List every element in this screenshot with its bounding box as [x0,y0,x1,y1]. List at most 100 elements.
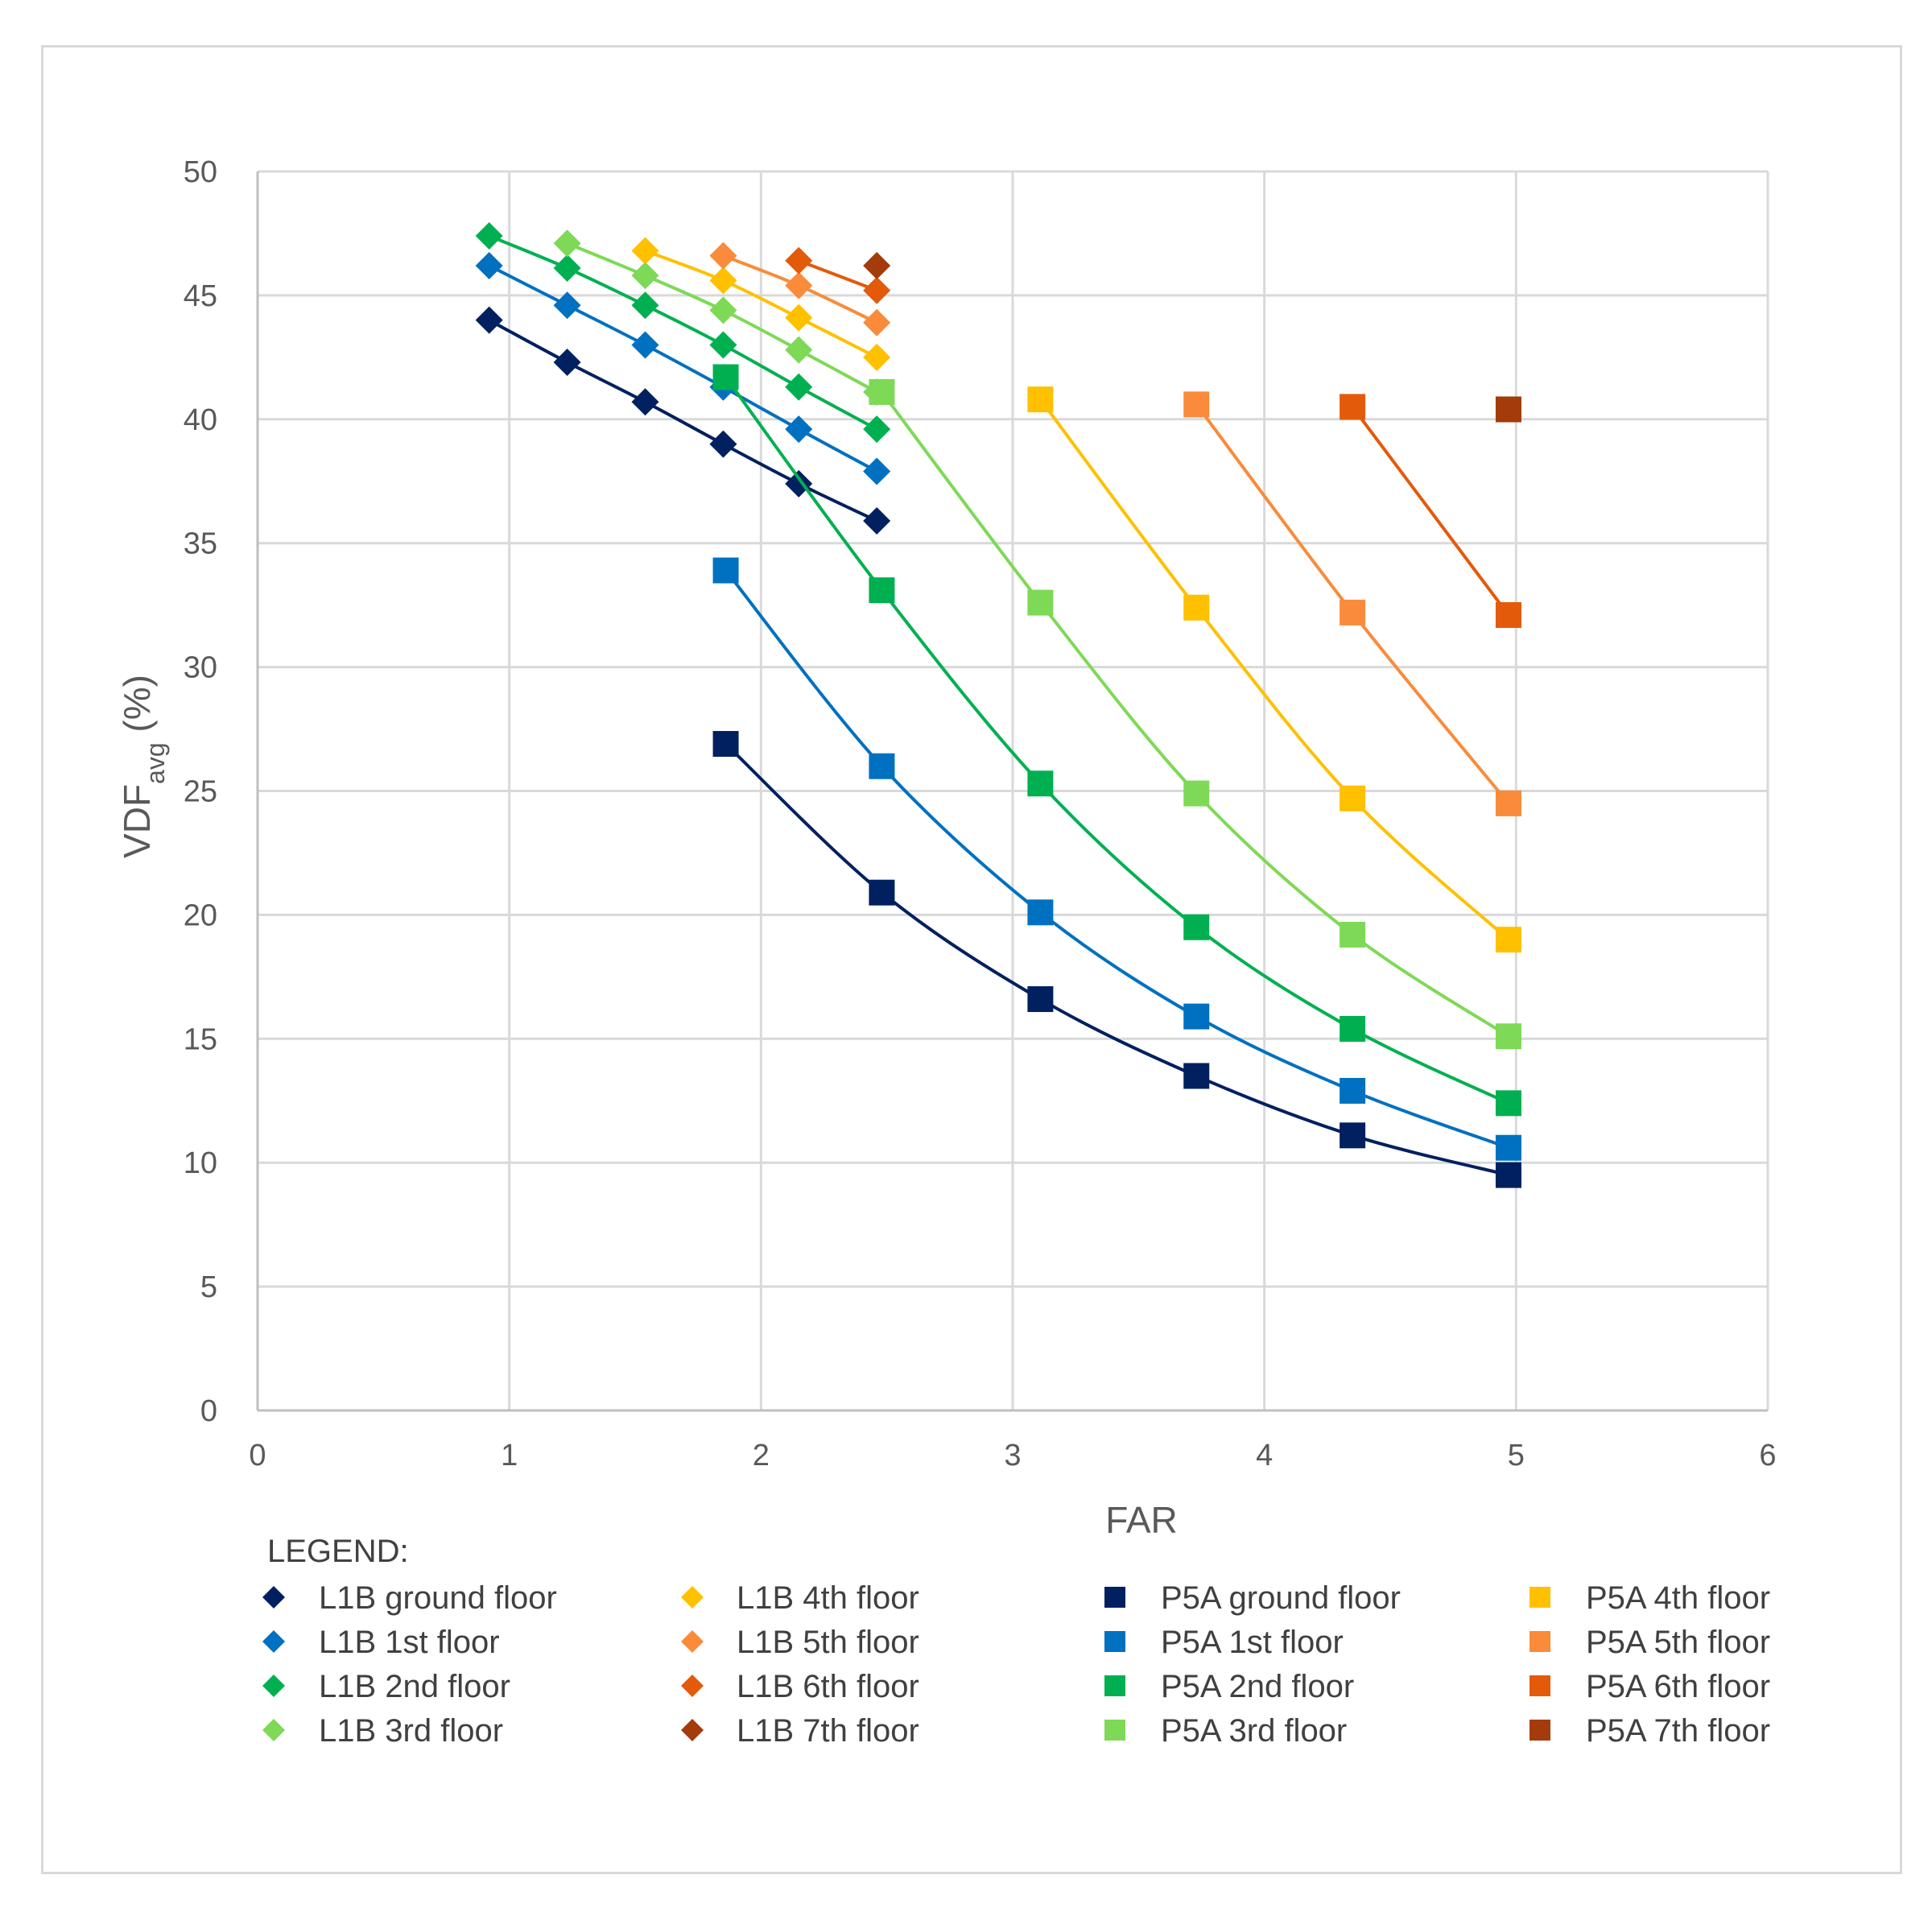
x-tick-label: 0 [249,1439,266,1472]
y-axis-title: VDFavg (%) [116,675,170,858]
data-point [1340,394,1366,420]
x-tick-label: 5 [1508,1439,1525,1472]
data-point [1027,899,1054,926]
data-point [1340,1122,1366,1149]
data-point [1340,922,1366,948]
legend-label: P5A 7th floor [1586,1713,1770,1749]
legend-item: L1B 1st floor [262,1625,500,1660]
series-p5a-3rd-floor [869,378,1521,1050]
legend-label: P5A 6th floor [1586,1669,1770,1704]
legend-item: P5A 1st floor [1104,1625,1344,1660]
data-point [785,373,813,401]
legend-item: L1B 7th floor [681,1713,919,1749]
legend-label: P5A 2nd floor [1161,1669,1354,1704]
data-point [553,349,581,377]
legend-label: P5A 1st floor [1161,1625,1344,1660]
data-point [1340,1077,1366,1104]
legend-label: L1B 2nd floor [319,1669,510,1704]
x-tick-label: 6 [1759,1439,1776,1472]
series-p5a-2nd-floor [712,364,1521,1117]
legend-item: L1B 3rd floor [262,1713,503,1749]
y-tick-label: 45 [184,279,217,313]
data-point [631,388,659,416]
y-tick-label: 20 [184,898,217,932]
series-l1b-4th-floor [631,237,891,371]
data-point [785,246,813,275]
x-tick-label: 1 [501,1439,518,1472]
series-line [1351,406,1510,617]
data-point [631,262,659,290]
series-p5a-6th-floor [1340,394,1521,628]
legend-item: L1B 5th floor [681,1625,919,1660]
x-tick-label: 4 [1256,1439,1273,1472]
legend-marker [681,1719,704,1741]
data-point [785,415,813,444]
legend-title: LEGEND: [267,1534,409,1569]
data-point [1027,986,1054,1013]
series-l1b-5th-floor [709,242,891,337]
data-point [553,229,581,258]
series-p5a-5th-floor [1183,391,1521,816]
legend-item: L1B 4th floor [681,1580,919,1616]
legend-label: L1B 3rd floor [319,1713,503,1749]
y-tick-label: 10 [184,1146,217,1180]
legend-item: P5A 6th floor [1530,1669,1770,1704]
axes [256,171,1768,1412]
series-line [488,318,878,522]
legend-marker [681,1675,704,1697]
data-point [869,879,895,906]
data-point [785,271,813,299]
data-point [709,331,737,359]
y-tick-label: 15 [184,1022,217,1056]
legend-label: P5A 3rd floor [1161,1713,1347,1749]
legend-item: P5A 3rd floor [1104,1713,1347,1749]
legend-label: P5A ground floor [1161,1580,1401,1616]
data-point [785,469,813,498]
legend-marker [681,1630,704,1653]
data-point [709,242,737,270]
legend-label: L1B ground floor [319,1580,557,1616]
data-point [1183,594,1210,621]
data-point [863,276,891,304]
data-point [712,557,739,584]
data-point [1495,601,1521,628]
y-axis-title-suffix: (%) [116,675,158,742]
x-axis-title: FAR [1105,1499,1177,1541]
data-point [1183,780,1210,807]
x-tick-label: 3 [1004,1439,1021,1472]
legend-marker [262,1586,285,1609]
legend-marker [1530,1587,1550,1608]
data-point [1495,927,1521,953]
data-point [863,415,891,444]
legend-marker [1530,1720,1550,1741]
data-point [1027,386,1054,413]
legend: L1B ground floor L1B 1st floor L1B 2nd flo… [262,1580,1770,1749]
grid [258,170,1769,1410]
legend-label: L1B 7th floor [737,1713,919,1749]
data-point [863,506,891,535]
data-point [1183,391,1210,418]
data-point [1183,1063,1210,1089]
data-point [869,577,895,604]
data-point [1495,1162,1521,1188]
legend-marker [1104,1675,1125,1696]
data-point [1340,785,1366,812]
data-point [1027,589,1054,616]
series-line [724,376,1509,1105]
legend-marker [1530,1675,1550,1696]
series-layer [475,222,1521,1188]
legend-label: L1B 1st floor [319,1625,500,1660]
data-point [709,296,737,324]
data-point [1495,1134,1521,1161]
data-point [869,378,895,405]
legend-item: P5A ground floor [1104,1580,1401,1616]
series-p5a-7th-floor [1495,396,1521,423]
series-l1b-2nd-floor [475,222,891,444]
series-p5a-4th-floor [1027,386,1521,953]
legend-marker [1530,1631,1550,1652]
y-tick-label: 5 [200,1270,217,1304]
data-point [869,753,895,779]
data-point [712,364,739,390]
